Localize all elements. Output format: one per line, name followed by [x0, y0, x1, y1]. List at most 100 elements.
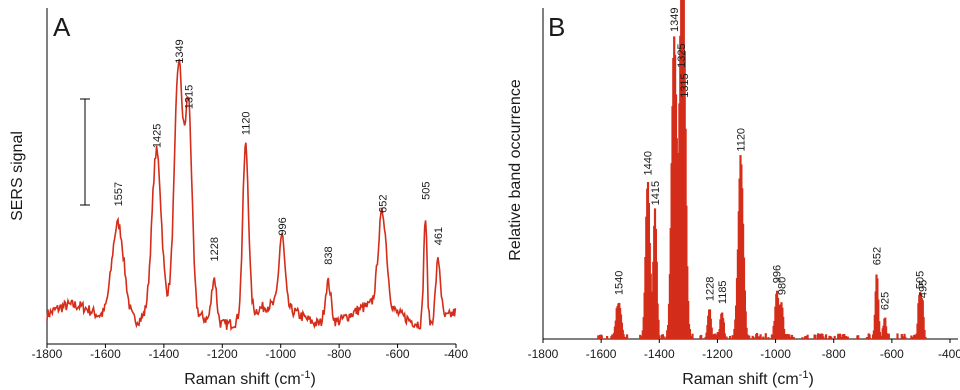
- band-bar: [837, 333, 840, 339]
- band-bar: [759, 334, 762, 339]
- band-bar: [723, 333, 726, 339]
- panel-a: A SERS signal Raman shift (cm-1) -1800 -1…: [9, 8, 468, 388]
- band-bar: [788, 334, 791, 339]
- band-bar: [923, 330, 926, 339]
- x-tick-label: -400: [938, 347, 960, 361]
- band-bar: [844, 336, 848, 339]
- peak-label: 1315: [184, 85, 196, 109]
- peak-label: 1120: [736, 128, 748, 152]
- band-bar: [885, 326, 888, 339]
- band-bar: [752, 336, 755, 339]
- band-bar: [846, 336, 849, 339]
- band-bar: [790, 334, 794, 339]
- x-tick-label: -400: [444, 347, 468, 361]
- peak-label: 461: [433, 227, 445, 245]
- band-bar: [784, 334, 787, 339]
- band-bar: [903, 333, 906, 339]
- band-bar: [655, 261, 658, 339]
- peak-label: 652: [872, 247, 884, 265]
- band-bar: [658, 335, 661, 339]
- band-bar: [838, 333, 841, 339]
- peak-label: 1349: [669, 8, 681, 32]
- panel-a-peak-labels: 1557 1425 1349 1315 1228 1120 996 838 652 505 461: [113, 39, 445, 264]
- band-bar: [833, 335, 836, 339]
- peak-label: 495: [917, 280, 929, 298]
- sers-spectrum-line: [46, 58, 457, 332]
- band-bar: [657, 319, 660, 339]
- band-bar: [830, 336, 833, 339]
- x-tick-label: -1200: [702, 347, 733, 361]
- band-bar: [814, 334, 817, 339]
- band-bar: [687, 301, 690, 339]
- panel-a-plot: [46, 58, 457, 332]
- panel-a-y-axis-title: SERS signal: [9, 131, 26, 221]
- x-tick-label: -1400: [149, 347, 180, 361]
- band-bar: [885, 333, 889, 339]
- panel-a-letter: A: [53, 12, 71, 42]
- band-bar: [639, 334, 642, 339]
- band-bar: [792, 336, 795, 339]
- peak-label: 1415: [650, 181, 662, 205]
- x-tick-label: -800: [822, 347, 846, 361]
- x-tick-label: -800: [327, 347, 351, 361]
- band-bar: [806, 334, 809, 339]
- peak-label: 1228: [704, 277, 716, 301]
- peak-label: 1557: [113, 182, 125, 206]
- panel-a-ticks: -1800 -1600 -1400 -1200 -1000 -800 -600 -400: [32, 344, 468, 361]
- peak-label: 1325: [676, 43, 688, 67]
- panel-b-peak-labels: 1540 1440 1415 1349 1325 1315 1228 1185 1120 9969…: [614, 8, 930, 311]
- band-bar: [878, 331, 882, 339]
- x-tick-label: -1400: [644, 347, 675, 361]
- peak-label: 652: [377, 195, 389, 213]
- x-tick-label: -1800: [528, 347, 559, 361]
- peak-label: 996: [772, 265, 784, 283]
- band-bar: [626, 334, 629, 339]
- peak-label: 505: [915, 271, 927, 289]
- band-bar: [728, 335, 732, 339]
- peak-label: 1185: [717, 280, 729, 304]
- panel-b-plot: [597, 0, 927, 340]
- peak-label: 1228: [209, 237, 221, 261]
- peak-label: 1440: [643, 151, 655, 175]
- x-tick-label: -600: [880, 347, 904, 361]
- band-bar: [688, 329, 691, 339]
- band-bar: [818, 333, 821, 339]
- band-bar: [783, 328, 786, 339]
- band-bar: [762, 336, 765, 339]
- band-bar: [877, 299, 880, 339]
- band-bar: [767, 337, 770, 339]
- peak-label: 1540: [614, 271, 626, 295]
- band-bar: [691, 333, 694, 339]
- band-bar: [662, 336, 665, 339]
- band-bar: [714, 333, 717, 339]
- peak-label: 838: [323, 246, 335, 264]
- band-bar: [725, 336, 728, 339]
- scale-bar: [80, 98, 90, 206]
- panel-b-letter: B: [548, 12, 565, 42]
- x-tick-label: -1000: [760, 347, 791, 361]
- band-bar: [710, 327, 713, 339]
- band-bar: [756, 333, 759, 339]
- band-bar: [801, 337, 804, 339]
- band-bar: [896, 333, 899, 339]
- band-bar: [904, 336, 907, 339]
- x-tick-label: -1800: [32, 347, 63, 361]
- panel-b-ticks: -1800 -1600 -1400 -1200 -1000 -800 -600 -400: [528, 339, 960, 361]
- panel-a-x-axis-title: Raman shift (cm-1): [184, 369, 316, 388]
- band-bar: [865, 337, 869, 339]
- band-bar: [822, 336, 825, 339]
- peak-label: 1120: [241, 111, 253, 135]
- band-bar: [782, 316, 785, 339]
- x-tick-label: -1200: [207, 347, 238, 361]
- peak-label: 980: [776, 277, 788, 295]
- band-bar: [910, 335, 913, 339]
- panel-b: B Relative band occurrence Raman shift (…: [507, 0, 960, 388]
- panel-b-x-axis-title: Raman shift (cm-1): [682, 369, 814, 388]
- band-bar: [843, 334, 846, 339]
- band-bar: [879, 335, 882, 339]
- x-tick-label: -1000: [265, 347, 296, 361]
- band-bar: [857, 335, 860, 339]
- peak-label: 1425: [152, 124, 164, 148]
- band-bar: [700, 334, 703, 339]
